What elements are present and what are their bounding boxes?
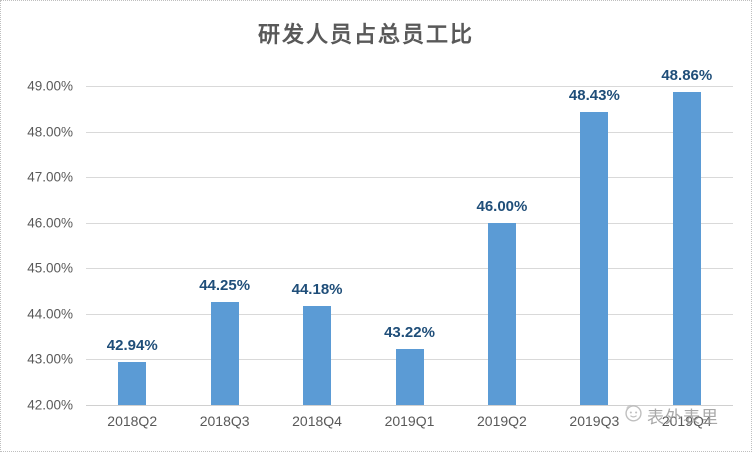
x-axis-line — [86, 405, 733, 406]
bar-2018Q4 — [303, 305, 332, 405]
gridline — [86, 131, 733, 133]
bar-value-label: 44.18% — [291, 280, 343, 298]
y-axis-tick-label: 48.00% — [27, 124, 73, 140]
x-axis-tick-label: 2019Q3 — [569, 413, 620, 429]
x-axis-tick-label: 2018Q3 — [199, 413, 250, 429]
y-axis-tick-label: 44.00% — [27, 306, 73, 322]
bar-2019Q2 — [487, 222, 516, 405]
y-axis-tick-label: 42.00% — [27, 397, 73, 413]
plot-area: 42.00% 43.00% 44.00% 45.00% 46.00% 47.00% 48.0… — [27, 67, 733, 429]
bar-value-label: 44.25% — [199, 277, 251, 295]
bar-2019Q1 — [395, 349, 424, 405]
y-axis-tick-label: 47.00% — [27, 169, 73, 185]
bar-value-label: 48.86% — [661, 67, 713, 85]
bar-value-label: 46.00% — [476, 197, 528, 215]
bar-value-label: 42.94% — [106, 337, 158, 355]
chart-title: 研发人员占总员工比 — [257, 22, 474, 47]
gridline — [86, 268, 733, 270]
gridline — [86, 222, 733, 224]
bar-2019Q4 — [672, 92, 701, 405]
gridline — [86, 313, 733, 315]
bar-value-label: 43.22% — [384, 324, 435, 342]
gridline — [86, 86, 733, 87]
watermark: 表外表里 — [623, 402, 719, 428]
y-axis-tick-label: 43.00% — [27, 351, 73, 367]
y-axis-tick-label: 49.00% — [27, 78, 73, 94]
bar-2019Q3 — [580, 111, 609, 405]
x-axis-tick-label: 2018Q2 — [107, 413, 158, 429]
gridline — [86, 177, 733, 179]
bar-2018Q3 — [210, 302, 239, 405]
bar-value-label: 48.43% — [568, 86, 620, 104]
face-logo-icon — [623, 402, 644, 428]
watermark-text: 表外表里 — [647, 407, 719, 427]
x-axis-tick-label: 2018Q4 — [292, 413, 342, 429]
y-axis-tick-label: 46.00% — [27, 215, 73, 231]
x-axis-tick-label: 2019Q1 — [384, 413, 435, 429]
bar-2018Q2 — [118, 362, 147, 405]
y-axis-tick-label: 45.00% — [27, 260, 73, 276]
x-axis-tick-label: 2019Q2 — [477, 413, 527, 429]
x-axis-tick-label: 2019Q4 — [661, 413, 712, 429]
